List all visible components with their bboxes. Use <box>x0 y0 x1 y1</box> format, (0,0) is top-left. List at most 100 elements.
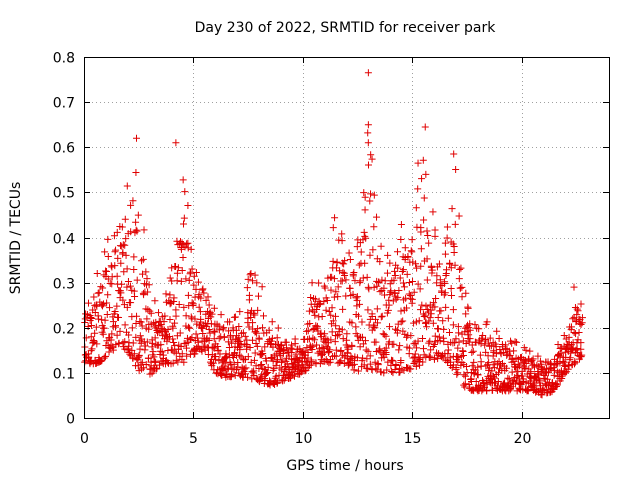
data-point <box>392 362 400 370</box>
data-point <box>455 212 463 220</box>
data-point <box>567 323 575 331</box>
data-point <box>332 352 340 360</box>
data-point <box>393 248 401 256</box>
data-point <box>224 365 232 373</box>
data-point <box>554 340 562 348</box>
data-point <box>158 348 166 356</box>
data-point <box>331 352 339 360</box>
data-point <box>385 301 393 309</box>
data-point <box>423 255 431 263</box>
data-point <box>359 354 367 362</box>
data-point <box>374 319 382 327</box>
data-point <box>353 293 361 301</box>
data-point <box>171 262 179 270</box>
data-point <box>339 268 347 276</box>
data-point <box>466 320 474 328</box>
data-point <box>368 310 376 318</box>
data-point <box>560 331 568 339</box>
data-point <box>391 267 399 275</box>
data-point <box>364 347 372 355</box>
data-point <box>407 295 415 303</box>
data-point <box>527 369 535 377</box>
data-point <box>442 303 450 311</box>
data-point <box>462 289 470 297</box>
data-point <box>188 265 196 273</box>
data-point <box>370 191 378 199</box>
data-point <box>97 283 105 291</box>
data-point <box>121 321 129 329</box>
data-point <box>450 150 458 158</box>
data-point <box>455 275 463 283</box>
data-point <box>190 272 198 280</box>
data-point <box>87 333 95 341</box>
data-point <box>108 330 116 338</box>
data-point <box>335 236 343 244</box>
data-point <box>336 267 344 275</box>
data-point <box>391 271 399 279</box>
data-point <box>441 250 449 258</box>
data-point <box>419 334 427 342</box>
data-point <box>541 380 549 388</box>
data-point <box>339 335 347 343</box>
data-point <box>108 263 116 271</box>
data-point <box>422 318 430 326</box>
data-point <box>320 298 328 306</box>
data-point <box>212 352 220 360</box>
data-point <box>179 176 187 184</box>
data-point <box>450 249 458 257</box>
data-point <box>135 352 143 360</box>
data-point <box>180 214 188 222</box>
data-point <box>431 232 439 240</box>
data-point <box>261 343 269 351</box>
data-point <box>431 226 439 234</box>
data-point <box>435 260 443 268</box>
data-point <box>366 352 374 360</box>
data-point <box>143 315 151 323</box>
data-point <box>341 257 349 265</box>
data-point <box>291 335 299 343</box>
data-point <box>161 312 169 320</box>
data-point <box>405 290 413 298</box>
data-point <box>414 185 422 193</box>
data-point <box>94 289 102 297</box>
data-point <box>245 291 253 299</box>
data-point <box>192 268 200 276</box>
data-point <box>465 331 473 339</box>
data-point <box>394 293 402 301</box>
data-point <box>343 330 351 338</box>
data-point <box>178 267 186 275</box>
data-point <box>422 302 430 310</box>
data-point <box>313 324 321 332</box>
data-point <box>332 288 340 296</box>
data-point <box>139 255 147 263</box>
data-point <box>93 340 101 348</box>
data-point <box>332 264 340 272</box>
data-point <box>337 346 345 354</box>
data-point <box>477 340 485 348</box>
data-point <box>253 279 261 287</box>
data-point <box>420 194 428 202</box>
data-point <box>361 259 369 267</box>
data-point <box>104 275 112 283</box>
data-point <box>91 329 99 337</box>
data-point <box>309 325 317 333</box>
data-point <box>449 321 457 329</box>
data-point <box>210 304 218 312</box>
data-point <box>118 223 126 231</box>
data-point <box>518 367 526 375</box>
data-point <box>421 123 429 131</box>
data-point <box>183 344 191 352</box>
data-point <box>394 264 402 272</box>
data-point <box>249 309 257 317</box>
data-point <box>380 331 388 339</box>
data-point <box>244 353 252 361</box>
data-point <box>384 358 392 366</box>
data-point <box>520 358 528 366</box>
data-point <box>250 356 258 364</box>
data-point <box>308 358 316 366</box>
data-point <box>101 248 109 256</box>
data-point <box>333 332 341 340</box>
data-point <box>172 306 180 314</box>
data-point <box>369 246 377 254</box>
data-point <box>364 365 372 373</box>
